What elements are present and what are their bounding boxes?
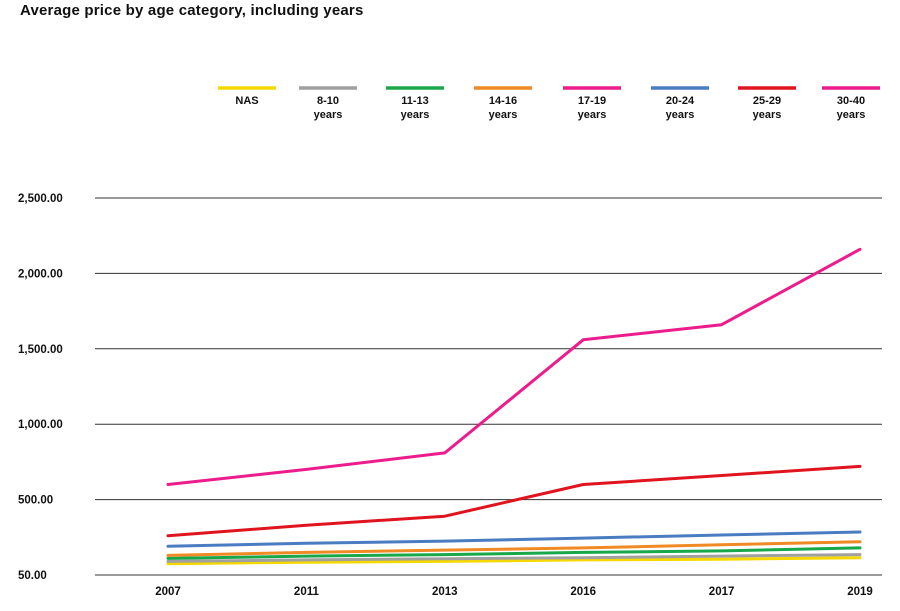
series-line-8-10-years (166, 553, 862, 563)
legend-label: years (753, 109, 782, 121)
legend-label: 11-13 (401, 95, 429, 107)
legend-label: years (578, 109, 607, 121)
legend-label: years (489, 109, 518, 121)
y-tick-label: 500.00 (18, 495, 53, 507)
series-line-14-16-years (166, 540, 862, 557)
legend: NAS 8-10 years 11-13 years 14-16 years 17-19 yea… (218, 86, 880, 121)
legend-label: 25-29 (753, 95, 781, 107)
legend-label: NAS (235, 95, 258, 107)
y-axis-ticks: 50.00 500.00 1,000.00 1,500.00 2,000.00 2,500… (18, 193, 63, 582)
gridlines (95, 197, 882, 576)
legend-label: years (837, 109, 866, 121)
y-tick-label: 2,500.00 (18, 193, 63, 205)
series-lines (166, 247, 862, 566)
series-line-30-40-years (166, 247, 862, 486)
legend-label: years (666, 109, 695, 121)
y-tick-label: 50.00 (18, 570, 47, 582)
x-axis-ticks: 2007 2011 2013 2016 2017 2019 (155, 586, 873, 598)
y-tick-label: 1,000.00 (18, 419, 63, 431)
x-tick-label: 2019 (847, 586, 873, 598)
legend-label: years (401, 109, 430, 121)
legend-label: years (314, 109, 343, 121)
series-line-nas (166, 556, 862, 566)
series-line-25-29-years (166, 464, 862, 538)
x-tick-label: 2017 (709, 586, 735, 598)
legend-label: 17-19 (578, 95, 606, 107)
series-line-20-24-years (166, 530, 862, 548)
y-tick-label: 2,000.00 (18, 268, 63, 280)
x-tick-label: 2011 (294, 586, 320, 598)
legend-label: 20-24 (666, 95, 695, 107)
chart-title: Average price by age category, including… (20, 2, 364, 19)
legend-label: 14-16 (489, 95, 517, 107)
x-tick-label: 2016 (570, 586, 596, 598)
x-tick-label: 2007 (155, 586, 181, 598)
legend-label: 8-10 (317, 95, 339, 107)
legend-label: 30-40 (837, 95, 865, 107)
y-tick-label: 1,500.00 (18, 344, 63, 356)
x-tick-label: 2013 (432, 586, 458, 598)
series-line-11-13-years (166, 546, 862, 560)
